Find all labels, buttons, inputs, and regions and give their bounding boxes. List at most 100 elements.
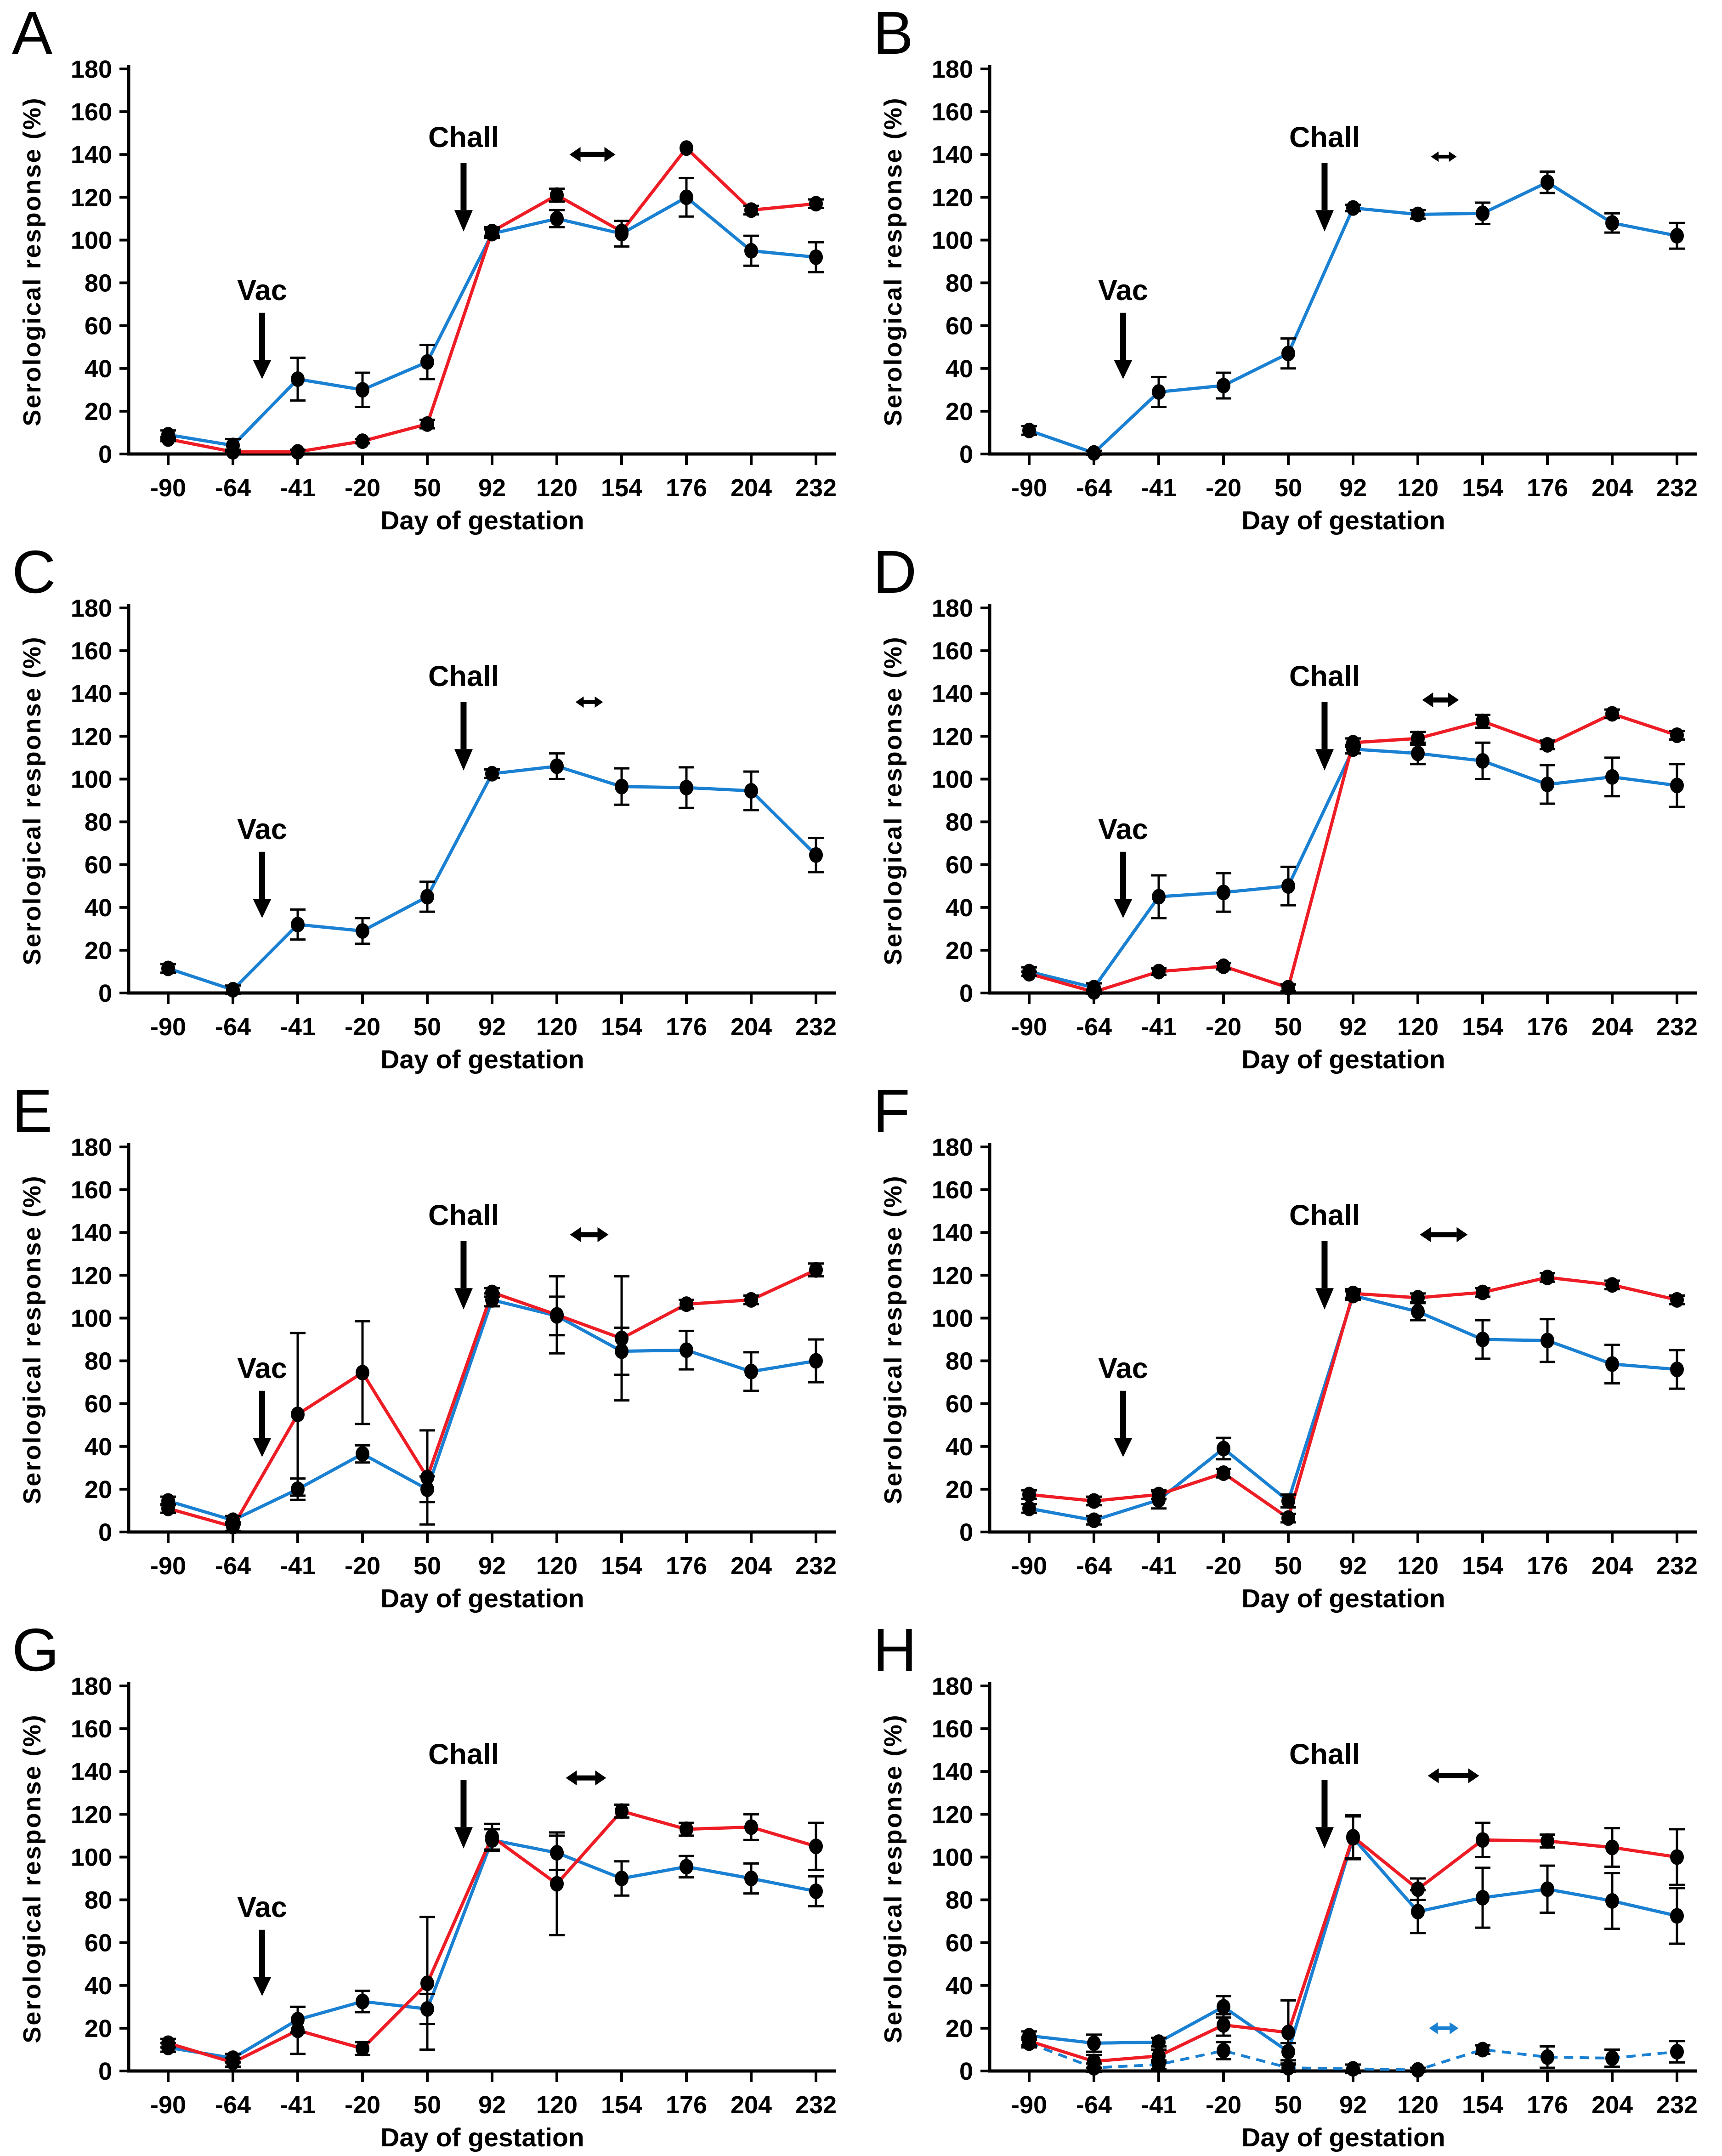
data-point-blue bbox=[356, 1446, 369, 1462]
y-tick-label: 20 bbox=[946, 2015, 973, 2043]
double-arrow-head-left bbox=[1431, 151, 1439, 162]
x-tick-label: 120 bbox=[1397, 474, 1439, 502]
y-tick-label: 180 bbox=[71, 1134, 112, 1161]
panel-letter: E bbox=[12, 1077, 53, 1145]
double-arrow-head-right bbox=[595, 1770, 606, 1786]
vac-label: Vac bbox=[1098, 274, 1148, 306]
data-point-blue-dashed bbox=[1346, 2061, 1360, 2077]
data-point-red bbox=[615, 223, 629, 239]
panel-letter: F bbox=[873, 1077, 910, 1145]
down-arrow-head bbox=[253, 360, 272, 380]
y-tick-label: 0 bbox=[959, 2058, 973, 2085]
x-tick-label: 92 bbox=[478, 1552, 506, 1580]
x-axis-title: Day of gestation bbox=[380, 2123, 584, 2152]
y-tick-label: 180 bbox=[71, 595, 112, 622]
data-point-blue bbox=[680, 189, 693, 205]
series-line-red bbox=[1029, 1276, 1677, 1520]
y-tick-label: 140 bbox=[932, 141, 973, 169]
data-point-red bbox=[680, 140, 693, 156]
x-tick-label: 92 bbox=[478, 474, 506, 502]
data-point-blue bbox=[1087, 445, 1101, 461]
data-point-blue bbox=[680, 1342, 693, 1358]
x-tick-label: -64 bbox=[215, 474, 251, 502]
x-tick-label: 154 bbox=[601, 2091, 642, 2119]
y-tick-label: 60 bbox=[85, 1390, 112, 1418]
x-tick-label: 232 bbox=[1656, 1013, 1698, 1041]
x-tick-label: 120 bbox=[1397, 1013, 1439, 1041]
vac-label: Vac bbox=[237, 813, 287, 845]
data-point-blue bbox=[809, 1883, 823, 1899]
data-point-blue bbox=[291, 917, 305, 933]
x-tick-label: -20 bbox=[1206, 2091, 1241, 2119]
series-line-red bbox=[168, 1268, 817, 1528]
y-tick-label: 120 bbox=[932, 1801, 973, 1828]
y-tick-label: 160 bbox=[71, 1715, 112, 1743]
data-point-blue bbox=[1217, 378, 1230, 394]
data-point-red bbox=[615, 1803, 629, 1819]
x-tick-label: -41 bbox=[280, 2091, 316, 2119]
panel-letter: A bbox=[12, 0, 53, 67]
y-tick-label: 40 bbox=[85, 355, 112, 383]
y-tick-label: 60 bbox=[946, 851, 973, 879]
y-axis-title: Serological response (%) bbox=[18, 1174, 46, 1504]
y-tick-label: 0 bbox=[98, 980, 112, 1007]
vac-label: Vac bbox=[237, 274, 287, 306]
double-arrow-head-left bbox=[569, 147, 581, 162]
chall-label: Chall bbox=[1289, 1199, 1360, 1231]
double-arrow-head-left bbox=[1420, 1227, 1431, 1243]
y-axis-title: Serological response (%) bbox=[18, 635, 46, 965]
y-tick-label: 120 bbox=[71, 1801, 112, 1828]
x-tick-label: -20 bbox=[345, 2091, 380, 2119]
y-tick-label: 20 bbox=[946, 937, 973, 965]
data-point-red bbox=[1346, 1829, 1360, 1845]
y-tick-label: 60 bbox=[85, 1929, 112, 1957]
data-point-red bbox=[1605, 706, 1619, 722]
data-point-red bbox=[1670, 1292, 1684, 1308]
double-arrow-head-right bbox=[1448, 692, 1459, 708]
y-tick-label: 100 bbox=[71, 766, 112, 793]
y-tick-label: 120 bbox=[932, 1262, 973, 1289]
data-point-red bbox=[291, 2022, 305, 2038]
y-tick-label: 40 bbox=[946, 894, 973, 922]
data-point-red bbox=[1670, 1849, 1684, 1865]
y-tick-label: 180 bbox=[932, 595, 973, 622]
series-line-blue bbox=[168, 1298, 816, 1522]
x-tick-label: 204 bbox=[731, 1552, 772, 1580]
chall-label: Chall bbox=[428, 1738, 499, 1770]
data-point-red bbox=[550, 187, 564, 203]
y-tick-label: 60 bbox=[85, 312, 112, 340]
data-point-blue bbox=[1281, 1493, 1295, 1509]
series-line-blue bbox=[167, 765, 817, 992]
vac-label: Vac bbox=[237, 1352, 287, 1384]
x-tick-label: -64 bbox=[215, 2091, 251, 2119]
y-tick-label: 0 bbox=[98, 2058, 112, 2085]
double-arrow-head-left bbox=[1427, 1768, 1439, 1783]
data-point-blue bbox=[1476, 1889, 1490, 1906]
x-tick-label: 232 bbox=[795, 1552, 837, 1580]
data-point-blue bbox=[291, 2012, 305, 2028]
y-tick-label: 0 bbox=[959, 980, 973, 1007]
x-axis-title: Day of gestation bbox=[1241, 1584, 1445, 1613]
x-tick-label: -41 bbox=[280, 474, 316, 502]
data-point-blue bbox=[1281, 2044, 1295, 2060]
down-arrow-head bbox=[253, 1977, 272, 1997]
data-point-blue bbox=[1217, 1441, 1230, 1457]
x-tick-label: 92 bbox=[478, 1013, 506, 1041]
y-tick-label: 20 bbox=[85, 1476, 112, 1504]
x-tick-label: 204 bbox=[1592, 474, 1633, 502]
data-point-blue bbox=[1670, 1908, 1684, 1924]
double-arrow-head-right bbox=[1449, 151, 1457, 162]
data-point-red bbox=[226, 1519, 240, 1535]
x-tick-label: 176 bbox=[1527, 1552, 1568, 1580]
panel-letter: H bbox=[873, 1616, 917, 1684]
x-axis-title: Day of gestation bbox=[1241, 506, 1445, 535]
series-line-blue bbox=[1029, 1294, 1677, 1522]
data-point-red bbox=[420, 1469, 434, 1486]
data-point-red bbox=[1217, 2017, 1230, 2033]
x-tick-label: 176 bbox=[666, 2091, 707, 2119]
data-point-blue-dashed bbox=[1217, 2043, 1230, 2059]
x-tick-label: 50 bbox=[1275, 2091, 1302, 2119]
data-point-red bbox=[291, 444, 305, 460]
double-arrow-head-left bbox=[1429, 2022, 1438, 2034]
y-tick-label: 160 bbox=[71, 1176, 112, 1204]
